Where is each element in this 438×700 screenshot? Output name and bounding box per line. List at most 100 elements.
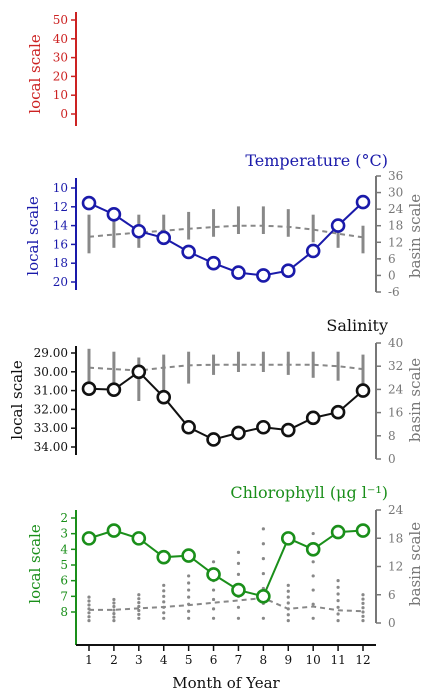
basin-range-dot xyxy=(336,599,340,603)
basin-range-dot xyxy=(286,613,290,617)
basin-range-dot xyxy=(336,579,340,583)
basin-range-dot xyxy=(286,601,290,605)
basin-range-dot xyxy=(236,550,241,554)
x-tick-label: 8 xyxy=(260,653,268,667)
ylabel-right: basin scale xyxy=(406,358,424,442)
basin-range-dot xyxy=(361,597,365,601)
chart-title: Temperature (°C) xyxy=(245,151,388,170)
local-series-point xyxy=(206,567,221,582)
local-series-line xyxy=(88,370,364,441)
x-tick-label: 6 xyxy=(210,653,218,667)
x-axis-label: Month of Year xyxy=(172,674,280,692)
y-tick-label-left: 33.00 xyxy=(34,421,68,435)
basin-range-dot xyxy=(162,611,166,615)
basin-range-dot xyxy=(336,612,340,616)
local-series-point xyxy=(206,255,221,271)
basin-range-dot xyxy=(361,610,365,614)
x-tick-label: 4 xyxy=(160,653,168,667)
x-tick-label: 1 xyxy=(85,653,93,667)
basin-range-dot xyxy=(336,592,340,596)
basin-range-dot xyxy=(361,606,365,610)
local-series-point xyxy=(131,531,147,546)
y-tick-label-right: 36 xyxy=(388,169,403,183)
basin-range-dot xyxy=(311,531,315,536)
x-tick-label: 2 xyxy=(110,653,118,667)
y-tick-label-left: 30 xyxy=(53,51,68,65)
ylabel-left: local scale xyxy=(26,524,44,604)
y-tick-label-left: 2 xyxy=(60,511,68,525)
local-series-point xyxy=(305,542,321,557)
local-series-point xyxy=(181,419,196,435)
local-series-point xyxy=(280,531,296,546)
panel-temperature: Temperature (°C) local scale basin scale… xyxy=(24,151,424,299)
local-series-point xyxy=(355,383,371,398)
y-tick-label-left: 7 xyxy=(60,589,68,603)
basin-range-dot xyxy=(87,615,91,619)
basin-range-dot xyxy=(211,597,216,602)
y-tick-label-right: 0 xyxy=(388,616,396,630)
basin-range-dot xyxy=(361,619,365,623)
y-tick-label-left: 3 xyxy=(60,527,68,541)
local-series-point xyxy=(156,389,172,405)
basin-range-dot xyxy=(137,608,141,613)
local-series-point xyxy=(106,523,122,538)
local-series-point xyxy=(131,223,147,239)
y-tick-label-left: 6 xyxy=(60,574,68,588)
basin-range-dot xyxy=(286,619,290,623)
basin-range-dot xyxy=(236,561,241,565)
y-tick-label-left: 5 xyxy=(60,558,68,572)
basin-range-dot xyxy=(286,583,290,587)
basin-range-dot xyxy=(187,609,191,613)
basin-range-dot xyxy=(336,605,340,609)
basin-range-dot xyxy=(211,560,216,564)
ylabel-right: basin scale xyxy=(406,194,424,278)
basin-mean-line xyxy=(88,224,364,239)
x-tick-label: 7 xyxy=(235,653,243,667)
basin-range-dot xyxy=(211,616,216,620)
y-tick-label-left: 12 xyxy=(53,200,68,214)
local-series-point xyxy=(131,364,147,380)
y-tick-label-right: 24 xyxy=(388,382,404,396)
ylabel-left: local scale xyxy=(26,34,44,114)
basin-range-dot xyxy=(137,604,141,609)
basin-range-dot xyxy=(87,595,91,599)
y-tick-label-left: 34.00 xyxy=(34,440,68,454)
basin-range-dot xyxy=(137,593,141,597)
basin-range-dot xyxy=(87,599,91,603)
chart-title: Chlorophyll (μg l⁻¹) xyxy=(230,483,388,502)
panel-chlorophyll: Chlorophyll (μg l⁻¹) local scale basin s… xyxy=(26,483,424,645)
y-tick-label-right: 24 xyxy=(388,503,404,517)
ylabel-left: local scale xyxy=(8,360,26,440)
y-tick-label-left: 8 xyxy=(60,605,68,619)
basin-range-dot xyxy=(162,600,166,604)
local-series-point xyxy=(256,419,271,435)
x-tick-label: 3 xyxy=(135,653,143,667)
local-series-point xyxy=(305,243,321,259)
basin-range-dot xyxy=(112,604,116,609)
local-series-point xyxy=(355,523,371,538)
x-axis: Month of Year 1 2 3 4 5 6 7 8 9 10 11 12 xyxy=(76,644,376,692)
local-series-point xyxy=(256,589,271,604)
y-tick-label-right: 12 xyxy=(388,560,403,574)
local-series-point xyxy=(231,425,246,441)
basin-range-dot xyxy=(162,616,166,620)
basin-range-dot xyxy=(162,583,166,587)
basin-range-dot xyxy=(361,614,365,618)
y-tick-label-left: 31.00 xyxy=(34,384,68,398)
y-tick-label-right: 18 xyxy=(388,219,403,233)
basin-range-dot xyxy=(112,608,116,612)
ylabel-left: local scale xyxy=(24,196,42,276)
y-tick-label-left: 10 xyxy=(53,88,68,102)
basin-range-dot xyxy=(311,560,315,564)
basin-range-dot xyxy=(187,574,191,578)
basin-range-dot xyxy=(137,597,141,601)
local-series-point xyxy=(231,265,246,280)
panel-top: local scale 0 10 20 30 40 50 xyxy=(26,12,77,126)
local-series-point xyxy=(355,194,371,210)
y-tick-label-right: 40 xyxy=(388,336,403,350)
y-tick-label-right: -6 xyxy=(388,285,400,299)
local-series-line xyxy=(88,529,364,598)
y-tick-label-left: 32.00 xyxy=(34,402,68,416)
local-series-point xyxy=(280,422,296,438)
